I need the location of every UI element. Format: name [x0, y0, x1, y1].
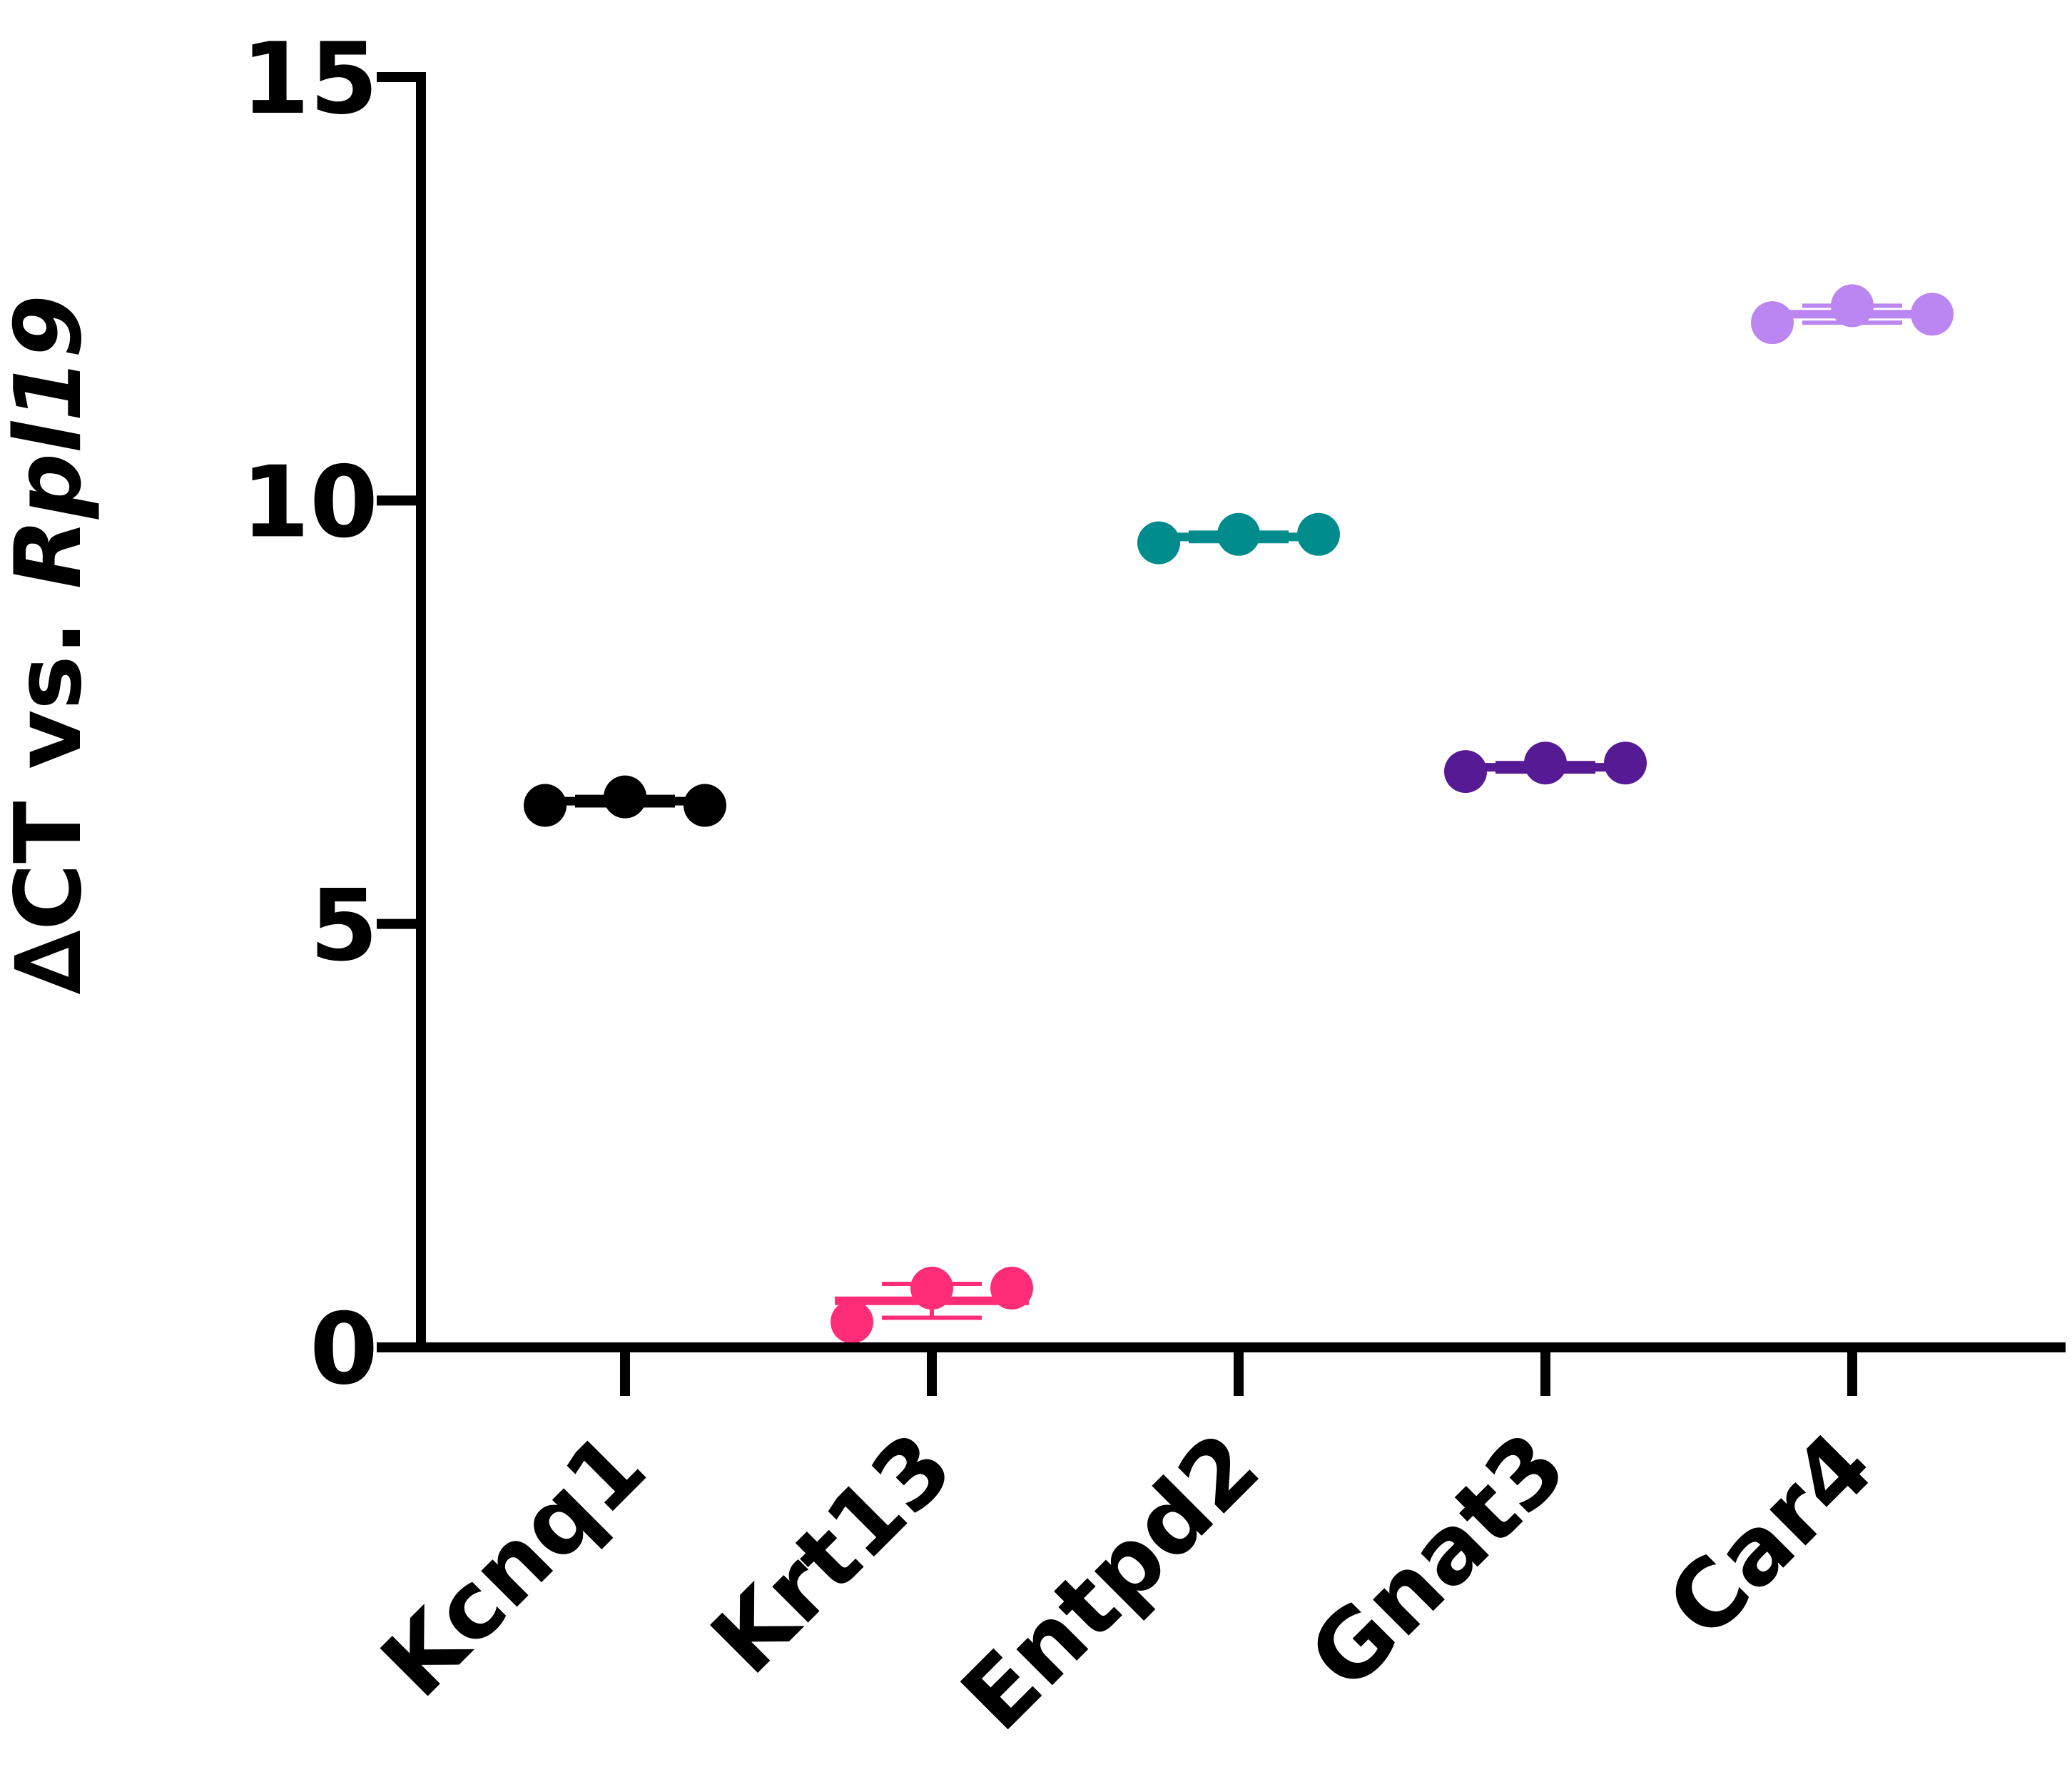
series-gnat3 — [1444, 741, 1647, 794]
x-tick-label: Entpd2 — [941, 1412, 1280, 1751]
y-tick-label: 5 — [310, 869, 378, 983]
data-point — [1297, 512, 1340, 556]
series-entpd2 — [1137, 512, 1340, 565]
axes — [416, 72, 2066, 1352]
y-tick-label: 15 — [241, 21, 378, 136]
y-axis-title: ∆CT vs. Rpl19 — [0, 295, 102, 994]
data-point — [1751, 301, 1794, 345]
series-kcnq1 — [524, 775, 726, 827]
y-axis-ticks: 0 5 10 15 — [241, 21, 421, 1407]
x-tick-label: Gnat3 — [1289, 1412, 1587, 1710]
y-axis-title-text: ∆CT vs. — [0, 589, 102, 994]
data-point — [1217, 512, 1260, 556]
data-point — [524, 784, 567, 827]
data-point — [604, 775, 646, 819]
data-point — [1911, 293, 1954, 336]
series-krt13 — [831, 1266, 1033, 1344]
data-point — [1604, 741, 1647, 785]
data-point — [1524, 741, 1567, 785]
data-point — [1831, 284, 1874, 328]
data-point — [684, 784, 726, 827]
y-tick-label: 10 — [241, 445, 378, 560]
data-marks — [524, 284, 1954, 1344]
x-tick-label: Car4 — [1647, 1412, 1894, 1659]
data-point — [1137, 521, 1180, 565]
x-tick-label: Kcnq1 — [361, 1412, 666, 1717]
data-point — [1444, 750, 1487, 794]
data-point — [990, 1266, 1033, 1310]
series-car4 — [1751, 284, 1954, 345]
data-point — [910, 1266, 953, 1310]
y-axis-title-gene: Rpl19 — [0, 295, 102, 589]
data-point — [831, 1300, 873, 1344]
y-tick-label: 0 — [310, 1292, 378, 1407]
x-tick-label: Krt13 — [691, 1412, 973, 1694]
